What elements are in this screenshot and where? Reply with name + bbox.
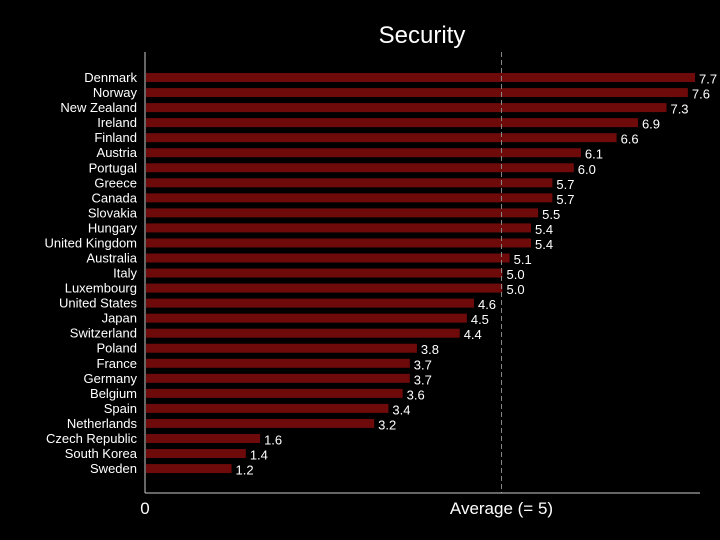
bar-czech-republic <box>146 433 261 443</box>
value-label: 3.8 <box>421 342 439 357</box>
value-label: 7.6 <box>692 87 710 102</box>
value-label: 5.0 <box>506 282 524 297</box>
value-label: 6.6 <box>621 132 639 147</box>
value-label: 5.1 <box>514 252 532 267</box>
bar-austria <box>146 148 581 158</box>
category-label: Luxembourg <box>65 281 137 296</box>
bar-portugal <box>146 163 574 173</box>
bar-united-kingdom <box>146 238 532 248</box>
category-label: Austria <box>97 145 138 160</box>
value-label: 6.1 <box>585 147 603 162</box>
category-label: Portugal <box>89 160 138 175</box>
category-label: Greece <box>94 175 137 190</box>
bar-greece <box>146 178 553 188</box>
value-label: 4.6 <box>478 297 496 312</box>
category-label: Sweden <box>90 461 137 476</box>
bar-ireland <box>146 118 638 128</box>
category-label: Denmark <box>84 70 137 85</box>
category-label: Czech Republic <box>46 431 138 446</box>
x-axis-start-label: 0 <box>140 499 149 518</box>
category-label: Canada <box>91 190 137 205</box>
bar-hungary <box>146 223 532 233</box>
category-label: Ireland <box>97 115 137 130</box>
category-label: Belgium <box>90 386 137 401</box>
category-label: United States <box>59 296 138 311</box>
category-label: France <box>97 356 137 371</box>
value-label: 5.0 <box>506 267 524 282</box>
value-label: 3.7 <box>414 372 432 387</box>
bars-group <box>146 73 695 474</box>
bar-canada <box>146 193 553 203</box>
bar-norway <box>146 88 688 98</box>
bar-new-zealand <box>146 103 667 113</box>
bar-italy <box>146 268 503 278</box>
category-label: Germany <box>84 371 138 386</box>
value-label: 4.5 <box>471 312 489 327</box>
value-label: 4.4 <box>464 327 482 342</box>
category-label: Hungary <box>88 220 138 235</box>
value-label: 7.3 <box>670 102 688 117</box>
value-label: 6.0 <box>578 162 596 177</box>
bar-sweden <box>146 464 232 474</box>
bar-france <box>146 358 410 368</box>
bar-slovakia <box>146 208 539 218</box>
average-label: Average (= 5) <box>450 499 553 518</box>
value-label: 5.5 <box>542 207 560 222</box>
bar-germany <box>146 373 410 383</box>
bar-switzerland <box>146 328 460 338</box>
category-label: United Kingdom <box>45 235 138 250</box>
bar-japan <box>146 313 467 323</box>
value-label: 3.7 <box>414 357 432 372</box>
value-label: 1.6 <box>264 432 282 447</box>
category-label: Australia <box>86 251 137 266</box>
value-labels-group: 7.77.67.36.96.66.16.05.75.75.55.45.45.15… <box>236 72 718 478</box>
value-label: 3.2 <box>378 417 396 432</box>
bar-united-states <box>146 298 474 308</box>
chart-title: Security <box>379 22 466 49</box>
value-label: 5.4 <box>535 222 553 237</box>
category-label: Slovakia <box>88 205 138 220</box>
bar-south-korea <box>146 449 246 459</box>
value-label: 5.7 <box>556 192 574 207</box>
category-label: Norway <box>93 85 138 100</box>
category-label: Spain <box>104 401 137 416</box>
category-label: Netherlands <box>67 416 138 431</box>
bar-belgium <box>146 388 403 398</box>
value-label: 3.4 <box>392 402 410 417</box>
value-label: 5.7 <box>556 177 574 192</box>
bar-luxembourg <box>146 283 503 293</box>
value-label: 6.9 <box>642 117 660 132</box>
value-label: 3.6 <box>407 387 425 402</box>
category-label: Poland <box>97 341 137 356</box>
value-label: 5.4 <box>535 237 553 252</box>
category-label: Italy <box>113 266 137 281</box>
bar-spain <box>146 403 389 413</box>
value-label: 7.7 <box>699 72 717 87</box>
category-label: South Korea <box>65 446 138 461</box>
category-label: Finland <box>94 130 137 145</box>
bar-finland <box>146 133 617 143</box>
category-label: Switzerland <box>70 326 137 341</box>
bar-australia <box>146 253 510 263</box>
category-label: Japan <box>102 311 137 326</box>
bar-denmark <box>146 73 695 83</box>
bar-netherlands <box>146 418 375 428</box>
category-label: New Zealand <box>60 100 137 115</box>
bar-poland <box>146 343 417 353</box>
value-label: 1.4 <box>250 448 268 463</box>
value-label: 1.2 <box>236 463 254 478</box>
